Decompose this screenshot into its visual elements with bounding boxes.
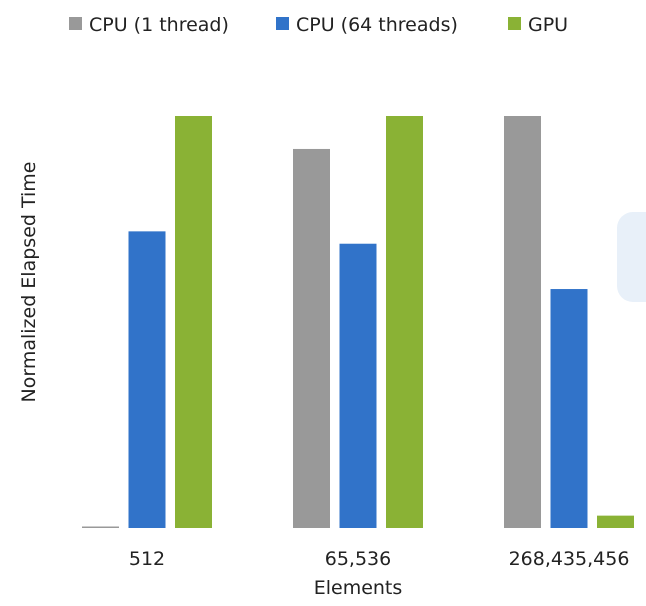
bar-1-0 [128,231,166,529]
bar-1-1 [339,243,377,528]
bar-2-2 [597,515,634,528]
bar-0-2 [504,116,541,528]
legend-label-2: GPU [528,14,568,36]
side-panel-tab[interactable] [617,212,646,302]
bar-2-1 [386,116,423,528]
legend-swatch-0 [69,17,82,30]
x-tick-labels: 512 65,536 268,435,456 [129,548,630,570]
y-axis-label: Normalized Elapsed Time [18,162,40,403]
x-tick-label-2: 268,435,456 [509,548,630,570]
bar-0-1 [293,148,330,528]
bars [82,116,634,529]
bar-2-0 [175,116,212,528]
legend-swatch-2 [508,17,521,30]
legend: CPU (1 thread) CPU (64 threads) GPU [69,14,568,36]
bar-1-2 [550,289,588,528]
bar-0-0 [82,526,119,528]
legend-label-1: CPU (64 threads) [296,14,458,36]
x-tick-label-1: 65,536 [325,548,391,570]
x-axis-label: Elements [314,577,403,599]
legend-label-0: CPU (1 thread) [89,14,229,36]
x-tick-label-0: 512 [129,548,165,570]
legend-swatch-1 [276,17,289,30]
